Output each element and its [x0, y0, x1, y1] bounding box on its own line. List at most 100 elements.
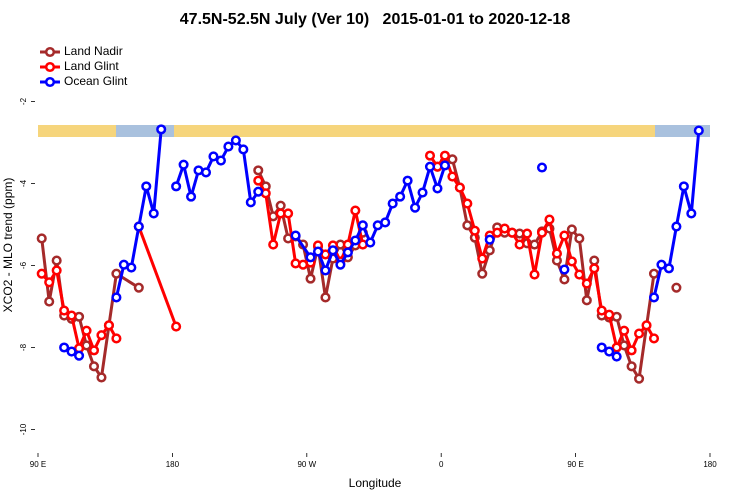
data-point	[88, 361, 100, 372]
x-tick-label: 90 E	[567, 460, 583, 469]
data-point	[447, 171, 458, 182]
data-point	[238, 144, 249, 155]
data-point	[596, 305, 607, 316]
data-point	[417, 187, 428, 198]
data-point	[357, 220, 368, 231]
data-point	[678, 181, 689, 192]
data-point	[454, 182, 465, 193]
x-tick-label: 90 E	[30, 460, 46, 469]
data-point	[477, 268, 488, 279]
data-point	[596, 342, 607, 353]
data-point	[424, 150, 436, 161]
data-point	[275, 200, 286, 211]
data-point	[477, 253, 488, 264]
data-point	[686, 208, 697, 219]
data-point	[671, 221, 682, 232]
data-point	[380, 217, 391, 228]
data-point	[171, 181, 182, 192]
data-point	[484, 234, 495, 245]
data-point	[581, 295, 592, 306]
chart-title: 47.5N-52.5N July (Ver 10) 2015-01-01 to …	[180, 11, 571, 28]
data-point	[611, 342, 622, 353]
data-point	[96, 372, 107, 383]
data-point	[133, 282, 144, 293]
data-point	[693, 125, 704, 136]
data-point	[141, 181, 152, 192]
data-point	[447, 154, 458, 165]
data-point	[253, 165, 264, 176]
data-point	[387, 198, 398, 209]
data-point	[574, 233, 585, 244]
data-point	[111, 268, 122, 279]
data-point	[439, 160, 450, 171]
data-point	[327, 245, 338, 256]
legend-marker	[44, 46, 56, 58]
data-point	[283, 208, 294, 219]
data-point	[551, 248, 562, 259]
data-point	[604, 346, 615, 357]
legend-marker	[44, 76, 56, 88]
y-tick-label: -10	[19, 423, 28, 435]
data-point	[529, 269, 540, 280]
data-point	[215, 155, 226, 166]
y-tick-label: -6	[19, 261, 28, 269]
x-axis-label: Longitude	[349, 476, 402, 490]
data-point	[395, 191, 406, 202]
data-point	[111, 333, 122, 344]
x-tick-label: 0	[439, 460, 444, 469]
data-point	[574, 269, 585, 280]
data-point	[424, 161, 436, 172]
data-point	[514, 239, 525, 250]
data-point	[208, 151, 219, 162]
data-point	[253, 175, 264, 186]
data-point	[335, 259, 346, 270]
data-point	[589, 255, 600, 266]
data-point	[350, 205, 361, 216]
data-point	[305, 252, 316, 263]
data-point	[44, 296, 55, 307]
data-point	[671, 282, 682, 293]
data-point	[36, 268, 47, 279]
data-point	[312, 246, 324, 257]
data-point	[200, 167, 212, 178]
data-point	[469, 225, 480, 236]
data-point	[59, 342, 70, 353]
data-point	[566, 224, 577, 235]
data-point	[432, 183, 443, 194]
legend-label: Ocean Glint	[64, 74, 128, 88]
data-point	[111, 292, 122, 303]
data-point	[156, 124, 167, 135]
data-point	[641, 320, 652, 331]
data-point	[439, 150, 450, 161]
data-point	[648, 333, 660, 344]
data-point	[320, 265, 331, 276]
data-point	[74, 350, 85, 361]
land-ocean-band	[38, 125, 710, 137]
data-point	[492, 227, 503, 238]
series-line	[137, 226, 178, 328]
data-point	[663, 263, 674, 274]
data-point	[559, 264, 570, 275]
data-point	[604, 309, 615, 320]
data-point	[544, 214, 555, 225]
x-tick-label: 90 W	[297, 460, 316, 469]
data-point	[462, 220, 473, 231]
data-point	[268, 239, 279, 250]
data-point	[402, 175, 413, 186]
data-point	[186, 191, 197, 202]
data-point	[223, 141, 234, 152]
data-point	[245, 197, 256, 208]
data-point	[536, 162, 548, 173]
data-point	[626, 345, 637, 356]
data-point	[611, 351, 622, 362]
data-point	[81, 325, 92, 336]
data-point	[178, 159, 189, 170]
data-point	[96, 330, 107, 341]
legend-marker	[44, 61, 56, 73]
data-point	[619, 325, 630, 336]
data-point	[36, 233, 47, 244]
data-point	[305, 273, 316, 284]
